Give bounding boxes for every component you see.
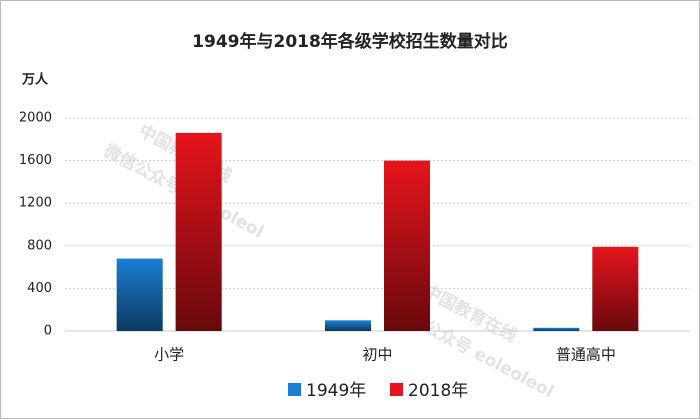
y-tick-label: 1600: [19, 153, 52, 168]
y-tick-label: 2000: [19, 111, 52, 126]
x-tick-label: 小学: [154, 346, 184, 364]
bar-shade: [384, 160, 430, 331]
y-unit: 万人: [21, 72, 49, 88]
legend-swatch: [288, 383, 301, 396]
y-tick-label: 800: [27, 238, 52, 253]
chart-title: 1949年与2018年各级学校招生数量对比: [192, 31, 508, 52]
bar-shade: [325, 320, 371, 331]
y-tick-label: 400: [27, 281, 52, 296]
bar-shade: [175, 132, 222, 331]
legend-swatch: [390, 383, 403, 396]
legend-label: 2018年: [408, 381, 468, 401]
y-tick-label: 1200: [19, 196, 52, 211]
bar-shade: [116, 258, 163, 331]
bar-shade: [533, 327, 580, 331]
x-tick-label: 初中: [362, 346, 392, 364]
bar-shade: [592, 246, 639, 331]
x-tick-label: 普通高中: [556, 346, 616, 364]
legend-label: 1949年: [306, 381, 366, 401]
y-tick-label: 0: [44, 324, 52, 339]
